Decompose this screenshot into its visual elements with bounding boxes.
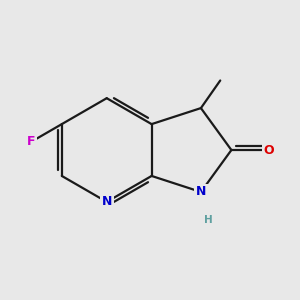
Text: N: N: [196, 185, 206, 199]
Text: O: O: [263, 143, 274, 157]
Text: H: H: [204, 214, 213, 224]
Text: N: N: [101, 195, 112, 208]
Text: F: F: [27, 135, 35, 148]
